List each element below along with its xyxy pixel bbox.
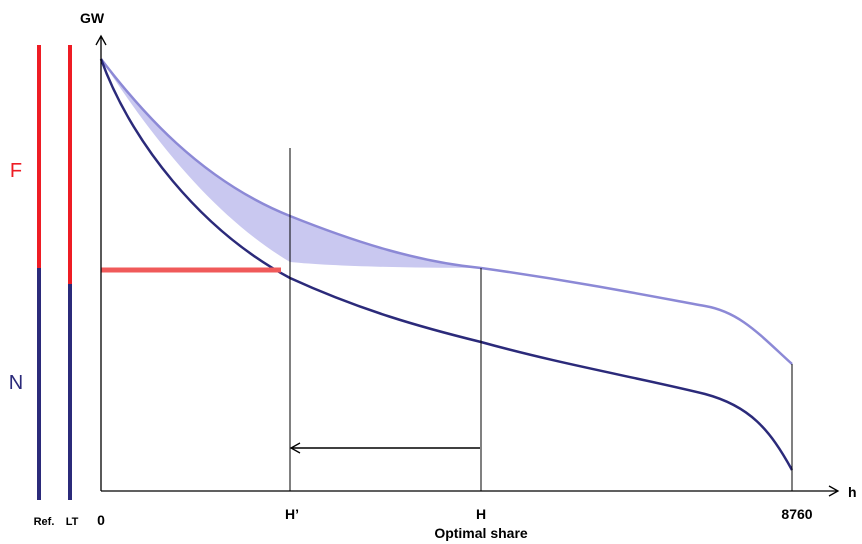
y-axis-label: GW <box>80 10 105 26</box>
curve-net <box>99 58 794 471</box>
n-label: N <box>9 372 23 394</box>
ref-bar-label: Ref. <box>34 516 55 528</box>
tick-label-h: H <box>476 506 486 522</box>
tick-label-h-prime: H’ <box>285 506 299 522</box>
shaded-area <box>101 59 481 268</box>
curve-reference <box>100 58 793 365</box>
x-axis-label: h <box>848 484 857 500</box>
tick-label-8760: 8760 <box>781 506 812 522</box>
origin-label: 0 <box>97 512 105 528</box>
subtitle: Optimal share <box>434 525 528 541</box>
f-label: F <box>10 160 22 182</box>
lt-bar-label: LT <box>66 516 79 528</box>
